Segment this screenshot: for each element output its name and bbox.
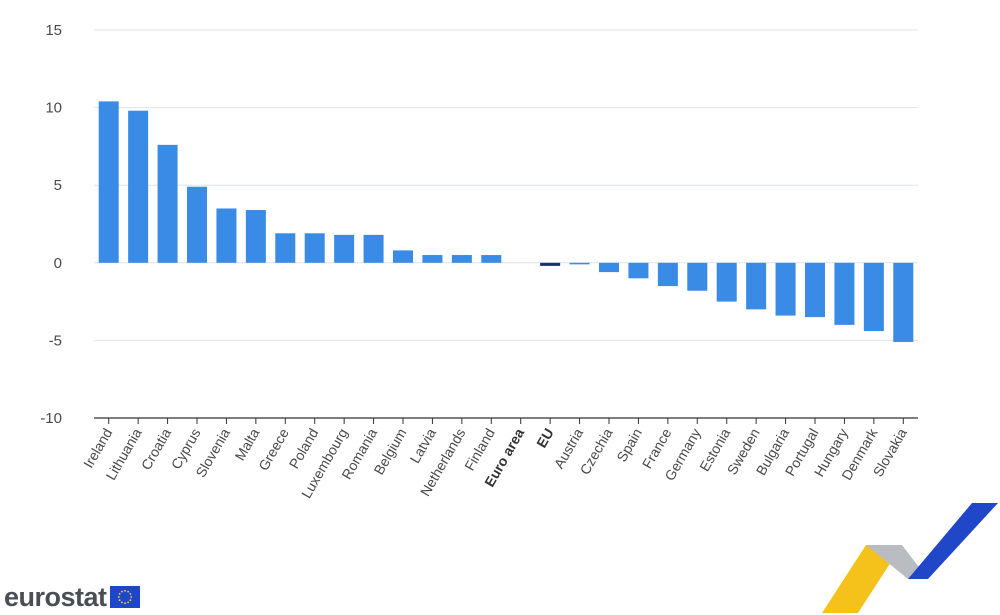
bar-belgium (392, 250, 414, 263)
star-icon (129, 599, 131, 601)
star-icon (126, 590, 129, 593)
bar-poland (304, 233, 325, 263)
y-tick-label: -10 (40, 410, 62, 427)
star-icon (117, 596, 120, 598)
y-tick-label: 5 (54, 177, 62, 194)
star-icon (118, 593, 121, 595)
x-tick-label: Malta (231, 425, 262, 463)
eurostat-logo: eurostat (4, 582, 140, 612)
star-icon (123, 602, 126, 605)
x-axis (94, 417, 918, 424)
y-tick-label: 15 (45, 22, 62, 39)
bar-czechia (598, 262, 620, 273)
star-icon (129, 596, 132, 598)
bar-spain (628, 262, 649, 279)
star-icon (123, 589, 126, 592)
bars (98, 101, 914, 342)
bar-cyprus (186, 186, 208, 263)
bar-greece (275, 233, 296, 263)
bar-malta (245, 210, 266, 263)
bar-netherlands (451, 255, 472, 263)
bar-finland (481, 255, 502, 263)
bar-romania (363, 234, 384, 263)
bar-latvia (422, 255, 443, 263)
y-tick-label: -5 (49, 332, 62, 349)
bar-lithuania (128, 110, 149, 263)
bar-sweden (746, 262, 767, 310)
y-axis-ticks: 15 10 5 0 -5 -10 (40, 22, 62, 427)
y-tick-label: 0 (54, 255, 62, 272)
logo-text: eurostat (4, 581, 107, 612)
bar-ireland (98, 101, 119, 263)
bar-portugal (804, 262, 826, 318)
bar-hungary (834, 262, 855, 325)
x-tick-label: Spain (613, 426, 645, 465)
star-icon (126, 601, 129, 604)
star-icon (129, 593, 131, 595)
star-icon (120, 601, 123, 604)
bar-slovenia (216, 208, 237, 263)
bar-eu (540, 262, 561, 266)
bar-austria (569, 262, 590, 265)
bar-germany (687, 262, 708, 291)
eu-flag-icon (109, 586, 140, 608)
bar-denmark (863, 262, 884, 332)
x-axis-ticks: IrelandLithuaniaCroatiaCyprusSloveniaMal… (80, 425, 910, 501)
decorative-stripes-icon (822, 503, 998, 613)
bar-france (657, 262, 678, 287)
star-icon (120, 590, 123, 593)
y-tick-label: 10 (45, 100, 62, 117)
x-tick-label: EU (533, 426, 557, 451)
star-icon (118, 599, 121, 601)
bar-luxembourg (334, 234, 355, 263)
bar-slovakia (893, 262, 914, 342)
bar-croatia (157, 144, 178, 263)
bar-estonia (716, 262, 737, 302)
bar-bulgaria (775, 262, 796, 316)
